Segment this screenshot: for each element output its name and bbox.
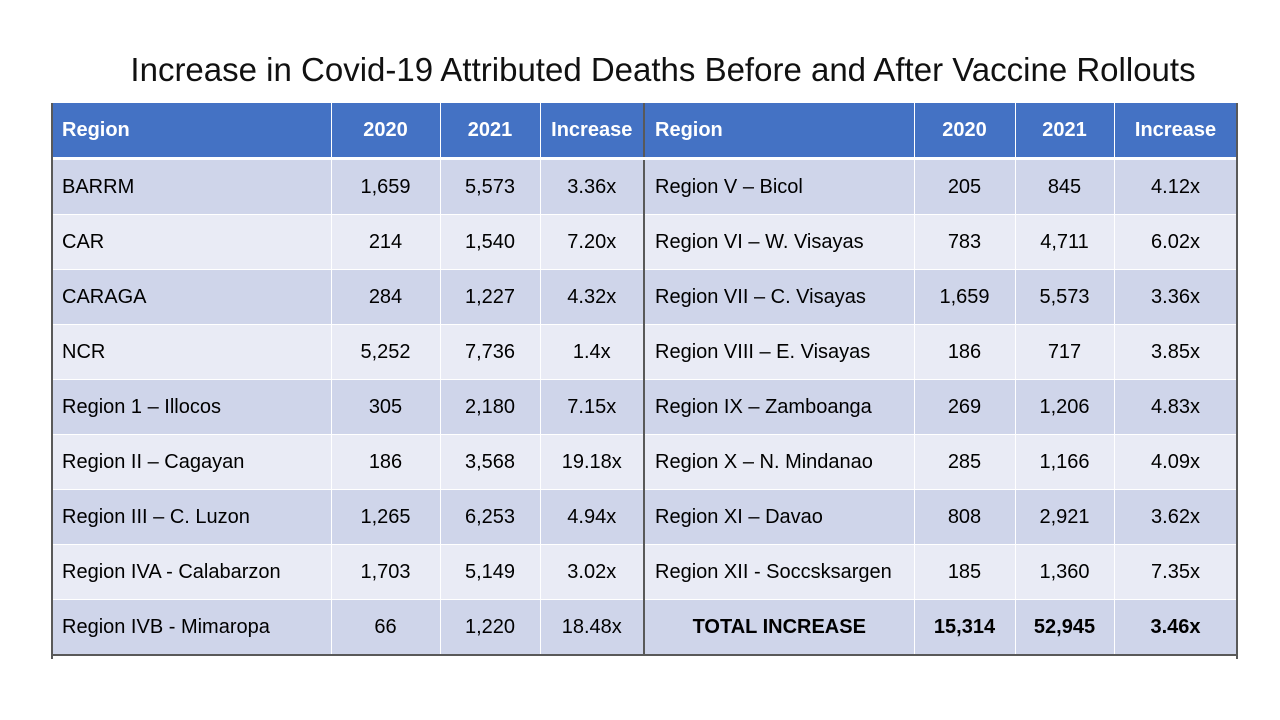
- cell-region: BARRM: [52, 158, 332, 215]
- cell-increase: 18.48x: [540, 599, 645, 656]
- table-row: NCR 5,252 7,736 1.4x Region VIII – E. Vi…: [52, 324, 1238, 380]
- cell-increase: 3.36x: [540, 158, 645, 215]
- cell-increase: 7.20x: [540, 214, 645, 270]
- cell-increase: 3.62x: [1114, 489, 1238, 545]
- cell-increase: 4.32x: [540, 269, 645, 325]
- table-left-border: [51, 103, 53, 659]
- deaths-table: Region 2020 2021 Increase Region 2020 20…: [52, 103, 1238, 656]
- cell-2021: 2,180: [440, 379, 541, 435]
- cell-increase: 3.36x: [1114, 269, 1238, 325]
- cell-region: CARAGA: [52, 269, 332, 325]
- cell-increase: 4.83x: [1114, 379, 1238, 435]
- total-increase: 3.46x: [1114, 599, 1238, 656]
- cell-2020: 284: [331, 269, 441, 325]
- cell-region: Region XI – Davao: [643, 489, 915, 545]
- cell-2021: 1,360: [1015, 544, 1115, 600]
- cell-2021: 6,253: [440, 489, 541, 545]
- cell-region: Region 1 – Illocos: [52, 379, 332, 435]
- cell-increase: 7.15x: [540, 379, 645, 435]
- cell-increase: 6.02x: [1114, 214, 1238, 270]
- cell-region: Region VIII – E. Visayas: [643, 324, 915, 380]
- cell-region: Region V – Bicol: [643, 158, 915, 215]
- cell-region: Region VII – C. Visayas: [643, 269, 915, 325]
- cell-2021: 845: [1015, 158, 1115, 215]
- cell-increase: 19.18x: [540, 434, 645, 490]
- cell-2020: 1,659: [331, 158, 441, 215]
- header-2020-right: 2020: [914, 103, 1016, 160]
- cell-increase: 3.85x: [1114, 324, 1238, 380]
- cell-2020: 214: [331, 214, 441, 270]
- cell-2021: 5,573: [440, 158, 541, 215]
- cell-2021: 7,736: [440, 324, 541, 380]
- cell-region: Region X – N. Mindanao: [643, 434, 915, 490]
- table-row: CAR 214 1,540 7.20x Region VI – W. Visay…: [52, 214, 1238, 270]
- total-label: TOTAL INCREASE: [643, 599, 915, 656]
- cell-region: Region VI – W. Visayas: [643, 214, 915, 270]
- cell-increase: 4.94x: [540, 489, 645, 545]
- cell-2020: 269: [914, 379, 1016, 435]
- cell-region: CAR: [52, 214, 332, 270]
- cell-2020: 1,703: [331, 544, 441, 600]
- cell-region: NCR: [52, 324, 332, 380]
- table-row: Region 1 – Illocos 305 2,180 7.15x Regio…: [52, 379, 1238, 435]
- cell-increase: 4.09x: [1114, 434, 1238, 490]
- cell-2021: 2,921: [1015, 489, 1115, 545]
- cell-increase: 1.4x: [540, 324, 645, 380]
- header-increase-left: Increase: [540, 103, 645, 160]
- header-2021-left: 2021: [440, 103, 541, 160]
- header-row: Region 2020 2021 Increase Region 2020 20…: [52, 103, 1238, 160]
- total-2020: 15,314: [914, 599, 1016, 656]
- header-region-left: Region: [52, 103, 332, 160]
- table-row: Region IVA - Calabarzon 1,703 5,149 3.02…: [52, 544, 1238, 600]
- cell-region: Region XII - Soccsksargen: [643, 544, 915, 600]
- cell-2021: 1,540: [440, 214, 541, 270]
- cell-2021: 717: [1015, 324, 1115, 380]
- cell-2020: 205: [914, 158, 1016, 215]
- cell-increase: 3.02x: [540, 544, 645, 600]
- slide-title: Increase in Covid-19 Attributed Deaths B…: [130, 51, 1196, 88]
- cell-2021: 5,149: [440, 544, 541, 600]
- cell-2021: 1,206: [1015, 379, 1115, 435]
- table-right-border: [1236, 103, 1238, 659]
- cell-region: Region III – C. Luzon: [52, 489, 332, 545]
- cell-2020: 186: [331, 434, 441, 490]
- cell-2021: 4,711: [1015, 214, 1115, 270]
- cell-2020: 185: [914, 544, 1016, 600]
- cell-2020: 1,265: [331, 489, 441, 545]
- cell-2020: 66: [331, 599, 441, 656]
- cell-2020: 5,252: [331, 324, 441, 380]
- header-increase-right: Increase: [1114, 103, 1238, 160]
- cell-2021: 3,568: [440, 434, 541, 490]
- cell-2020: 305: [331, 379, 441, 435]
- cell-2021: 1,227: [440, 269, 541, 325]
- header-2021-right: 2021: [1015, 103, 1115, 160]
- cell-2021: 1,166: [1015, 434, 1115, 490]
- total-2021: 52,945: [1015, 599, 1115, 656]
- header-region-right: Region: [643, 103, 915, 160]
- cell-2020: 186: [914, 324, 1016, 380]
- table-row: Region III – C. Luzon 1,265 6,253 4.94x …: [52, 489, 1238, 545]
- cell-region: Region IVA - Calabarzon: [52, 544, 332, 600]
- table-row: BARRM 1,659 5,573 3.36x Region V – Bicol…: [52, 158, 1238, 215]
- cell-2021: 5,573: [1015, 269, 1115, 325]
- table-row: Region IVB - Mimaropa 66 1,220 18.48x TO…: [52, 599, 1238, 656]
- cell-2020: 783: [914, 214, 1016, 270]
- cell-increase: 4.12x: [1114, 158, 1238, 215]
- cell-2021: 1,220: [440, 599, 541, 656]
- cell-2020: 285: [914, 434, 1016, 490]
- cell-region: Region IVB - Mimaropa: [52, 599, 332, 656]
- cell-2020: 808: [914, 489, 1016, 545]
- table-row: CARAGA 284 1,227 4.32x Region VII – C. V…: [52, 269, 1238, 325]
- cell-region: Region IX – Zamboanga: [643, 379, 915, 435]
- table-row: Region II – Cagayan 186 3,568 19.18x Reg…: [52, 434, 1238, 490]
- cell-increase: 7.35x: [1114, 544, 1238, 600]
- header-2020-left: 2020: [331, 103, 441, 160]
- cell-2020: 1,659: [914, 269, 1016, 325]
- cell-region: Region II – Cagayan: [52, 434, 332, 490]
